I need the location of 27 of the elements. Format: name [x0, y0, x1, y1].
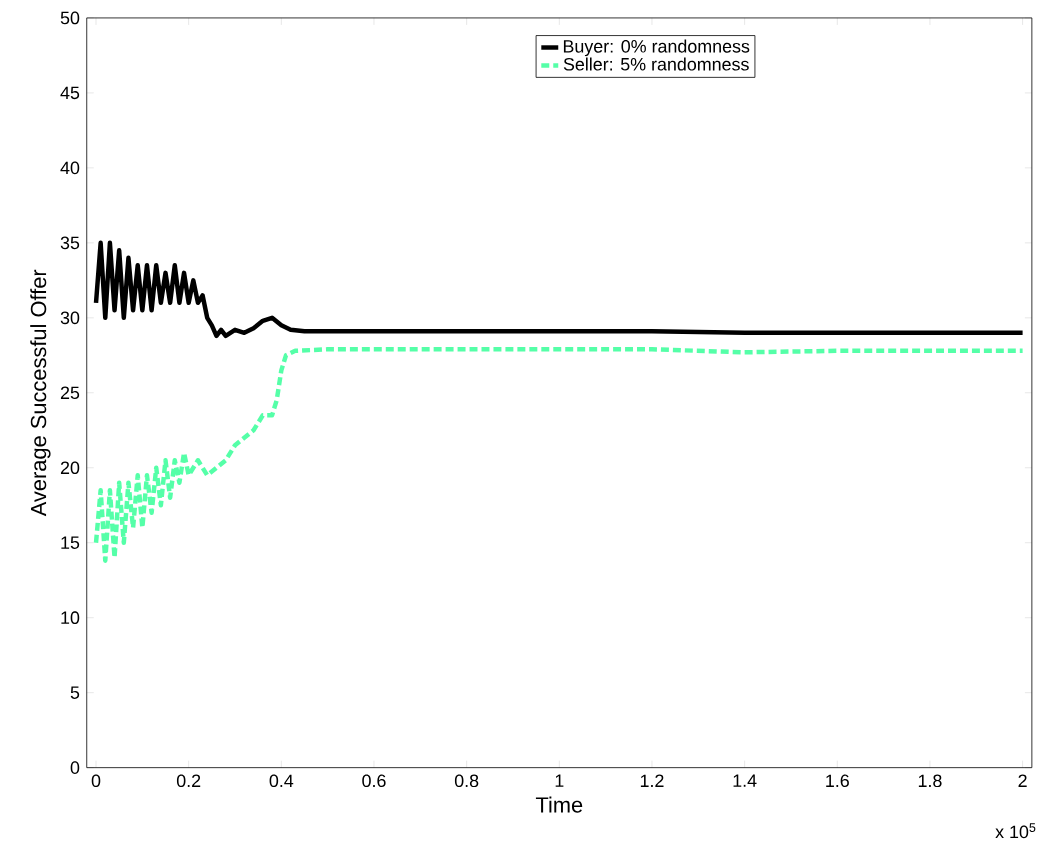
- y-tick-label: 50: [60, 11, 80, 25]
- x-tick-label: 2: [1018, 774, 1027, 788]
- y-tick-label: 10: [61, 611, 80, 625]
- x-tick-label: 1.6: [826, 774, 849, 788]
- x-axis-title: Time: [535, 796, 583, 813]
- legend-label: Buyer: 0% randomness: [563, 39, 750, 57]
- x-tick-label: 1.4: [733, 774, 757, 787]
- x-tick-label: 1: [555, 774, 564, 787]
- text: x 10$^{5}$: [995, 823, 1036, 839]
- y-tick-label: 15: [61, 536, 80, 550]
- x-tick-label: 0: [91, 774, 101, 788]
- y-tick-label: 30: [60, 311, 80, 325]
- x-tick-label: 1.8: [918, 774, 942, 788]
- x-tick-label: 0.2: [176, 774, 201, 788]
- y-tick-label: 0: [70, 761, 80, 775]
- legend-label: Seller: 5% randomness: [563, 57, 749, 71]
- y-tick-label: 45: [60, 86, 80, 100]
- y-tick-label: 35: [60, 236, 80, 250]
- y-tick-label: 25: [60, 386, 80, 400]
- x-tick-label: 0.4: [269, 774, 294, 788]
- y-tick-label: 5: [70, 686, 80, 699]
- y-tick-label: 20: [60, 461, 80, 475]
- x-tick-label: 0.8: [454, 774, 479, 788]
- x-tick-label: 0.6: [362, 774, 386, 788]
- y-axis-title: Average Successful Offer: [30, 269, 51, 517]
- y-tick-label: 40: [60, 161, 80, 175]
- x-tick-label: 1.2: [640, 774, 664, 788]
